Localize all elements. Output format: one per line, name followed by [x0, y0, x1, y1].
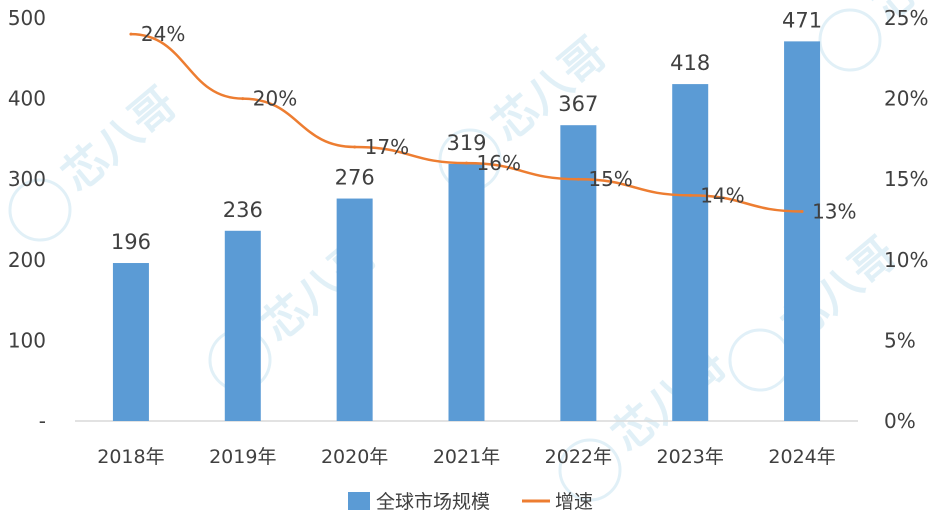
bar: [672, 84, 709, 421]
bar-data-label: 367: [558, 92, 598, 116]
watermark-logo-ring: [438, 128, 502, 192]
bars-layer: [112, 41, 821, 422]
line-data-label: 20%: [253, 87, 297, 111]
legend-label-line: 增速: [555, 491, 593, 513]
line-point: [241, 97, 245, 101]
legend-label-bar: 全球市场规模: [376, 491, 490, 513]
line-point: [129, 32, 133, 36]
bar: [560, 125, 597, 421]
line-data-label: 16%: [477, 151, 521, 175]
legend: 全球市场规模 增速: [348, 491, 593, 513]
y-right-tick-label: 25%: [884, 6, 928, 30]
bar: [448, 163, 485, 422]
x-tick-label: 2022年: [545, 446, 612, 468]
x-tick-label: 2019年: [209, 446, 276, 468]
line-data-label: 24%: [141, 22, 185, 46]
y-right-tick-label: 0%: [884, 409, 916, 433]
line-point: [800, 209, 804, 213]
line-data-label: 15%: [588, 167, 632, 191]
watermark-logo-ring: [818, 8, 882, 72]
bar-data-label: 276: [335, 166, 375, 190]
y-left-tick-label: 200: [8, 248, 46, 272]
watermark-logo-ring: [728, 328, 792, 392]
labels-layer: 196 236 276 319 367 418 471 24% 20% 17% 16% 15% 14% 1…: [111, 8, 857, 254]
line-layer: [129, 32, 804, 213]
bar-data-label: 319: [446, 131, 486, 155]
axes-layer: - 100 200 300 400 500 0% 5% 10% 15% 20% 25% 2018年 201…: [8, 6, 929, 468]
watermark-text: 芯八哥: [603, 338, 737, 462]
bar-data-label: 418: [670, 51, 710, 75]
bar: [784, 41, 821, 422]
line-point: [576, 177, 580, 181]
y-left-tick-label: 400: [8, 87, 46, 111]
bar-data-label: 471: [782, 8, 822, 32]
line-point: [688, 193, 692, 197]
x-tick-label: 2021年: [433, 446, 500, 468]
y-left-tick-label: 500: [8, 6, 46, 30]
y-left-tick-label: -: [39, 409, 46, 433]
bar: [336, 198, 373, 421]
x-tick-label: 2018年: [97, 446, 164, 468]
y-left-tick-label: 100: [8, 328, 46, 352]
x-tick-label: 2020年: [321, 446, 388, 468]
line-point: [353, 145, 357, 149]
watermark-text: 芯八哥: [483, 28, 617, 152]
watermark-text: 芯八哥: [53, 78, 187, 202]
legend-swatch-bar: [348, 492, 370, 510]
watermark-logo-ring: [8, 178, 72, 242]
bar-data-label: 196: [111, 230, 151, 254]
x-tick-label: 2023年: [657, 446, 724, 468]
line-data-label: 14%: [700, 183, 744, 207]
line-point: [465, 161, 468, 165]
y-right-tick-label: 15%: [884, 167, 928, 191]
y-right-tick-label: 5%: [884, 328, 916, 352]
y-left-tick-label: 300: [8, 167, 46, 191]
bar: [112, 263, 149, 421]
bar-data-label: 236: [223, 198, 263, 222]
x-tick-label: 2024年: [768, 446, 835, 468]
line-data-label: 13%: [812, 199, 856, 223]
bar: [224, 230, 261, 421]
line-data-label: 17%: [365, 135, 409, 159]
y-right-tick-label: 10%: [884, 248, 928, 272]
watermark-logo-ring: [558, 438, 622, 502]
y-right-tick-label: 20%: [884, 87, 928, 111]
